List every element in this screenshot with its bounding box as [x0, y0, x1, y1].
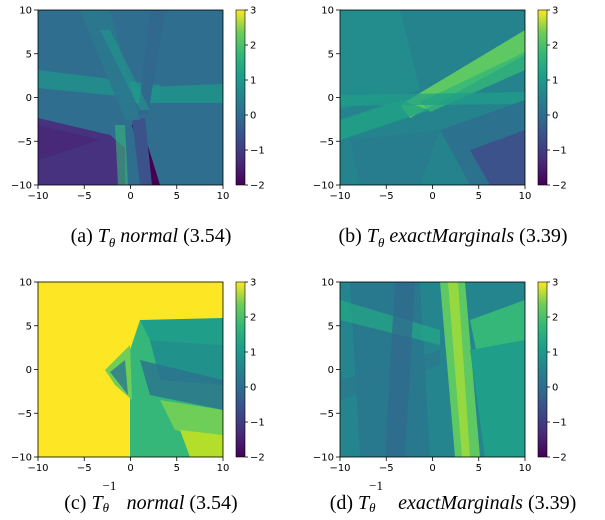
- caption-b-method: exactMarginals: [389, 225, 515, 247]
- colorbar-tick-label: 3: [250, 6, 256, 17]
- caption-c-superscript: −1: [102, 478, 117, 493]
- colorbar-tick-label: 2: [552, 41, 558, 52]
- caption-b-subscript: θ: [377, 235, 385, 250]
- x-tick-label: −10: [27, 463, 48, 474]
- y-tick-label: −10: [11, 181, 32, 192]
- y-tick-label: −5: [17, 137, 32, 148]
- colorbar-a: [235, 9, 246, 186]
- x-tick-label: −10: [27, 191, 48, 202]
- caption-b: (b) Tθ exactMarginals (3.39): [302, 225, 604, 251]
- caption-a-symbol: T: [97, 225, 109, 247]
- colorbar-tick-label: 2: [250, 41, 256, 52]
- caption-c-subscript: θ: [102, 500, 109, 515]
- colorbar-tick-label: −1: [250, 146, 265, 157]
- colorbar-tick-label: −2: [250, 453, 265, 464]
- caption-d-superscript: −1: [369, 478, 383, 493]
- colorbar-tick-label: 1: [552, 76, 558, 87]
- colorbar-tick-label: 1: [250, 76, 256, 87]
- colorbar-tick-label: 3: [552, 6, 558, 17]
- x-tick-label: 10: [217, 191, 230, 202]
- x-tick-label: −5: [379, 463, 394, 474]
- x-tick-label: −5: [77, 463, 92, 474]
- colorbar-d: [537, 281, 548, 458]
- caption-d-symbol: T: [358, 492, 370, 514]
- y-tick-label: −5: [17, 409, 32, 420]
- caption-b-score: (3.39): [519, 225, 568, 247]
- caption-c-label: (c): [64, 492, 87, 514]
- caption-d-score: (3.39): [527, 492, 577, 514]
- x-tick-label: 10: [519, 463, 532, 474]
- colorbar-tick-label: −2: [552, 181, 567, 192]
- y-tick-label: 0: [26, 365, 32, 376]
- x-tick-label: 10: [217, 463, 230, 474]
- x-tick-label: 0: [127, 463, 133, 474]
- colorbar-tick-label: −2: [552, 453, 567, 464]
- caption-d-label: (d): [329, 492, 354, 514]
- y-tick-label: 0: [26, 93, 32, 104]
- y-tick-label: 5: [26, 49, 32, 60]
- colorbar-tick-label: 3: [552, 278, 558, 289]
- x-tick-label: 0: [127, 191, 133, 202]
- heatmap-a: [38, 10, 223, 185]
- colorbar-tick-label: −1: [552, 418, 567, 429]
- caption-a-score: (3.54): [183, 225, 232, 247]
- x-tick-label: 10: [519, 191, 532, 202]
- x-tick-label: 5: [476, 191, 482, 202]
- caption-b-label: (b): [338, 225, 362, 247]
- caption-a-subscript: θ: [108, 235, 116, 250]
- y-tick-label: 10: [321, 278, 334, 289]
- caption-d-subscript: θ: [369, 500, 376, 515]
- y-tick-label: −10: [313, 453, 334, 464]
- colorbar-tick-label: −2: [250, 181, 265, 192]
- caption-a-method: normal: [120, 225, 179, 247]
- x-tick-label: −5: [379, 191, 394, 202]
- y-tick-label: 10: [19, 278, 32, 289]
- caption-c-symbol: T: [91, 492, 103, 514]
- colorbar-tick-label: −1: [552, 146, 567, 157]
- heatmap-b: [340, 10, 525, 185]
- y-tick-label: −5: [319, 137, 334, 148]
- x-tick-label: 5: [476, 463, 482, 474]
- colorbar-tick-label: 1: [552, 348, 558, 359]
- colorbar-tick-label: 3: [250, 278, 256, 289]
- colorbar-b: [537, 9, 548, 186]
- colorbar-tick-label: 2: [552, 313, 558, 324]
- colorbar-tick-label: 2: [250, 313, 256, 324]
- caption-a: (a) Tθ normal (3.54): [0, 225, 302, 251]
- y-tick-label: −10: [11, 453, 32, 464]
- colorbar-tick-label: 0: [250, 383, 256, 394]
- caption-d: (d) T −1 θ exactMarginals (3.39): [302, 478, 604, 515]
- caption-a-label: (a): [70, 225, 93, 247]
- y-tick-label: 0: [328, 365, 334, 376]
- caption-c-method: normal: [126, 492, 185, 514]
- colorbar-tick-label: 1: [250, 348, 256, 359]
- caption-b-symbol: T: [366, 225, 378, 247]
- x-tick-label: −5: [77, 191, 92, 202]
- colorbar-tick-label: 0: [250, 111, 256, 122]
- colorbar-tick-label: −1: [250, 418, 265, 429]
- x-tick-label: 5: [174, 191, 180, 202]
- x-tick-label: 0: [429, 463, 435, 474]
- y-tick-label: 5: [26, 321, 32, 332]
- y-tick-label: −10: [313, 181, 334, 192]
- y-tick-label: 5: [328, 321, 334, 332]
- heatmap-d: [340, 282, 525, 457]
- x-tick-label: 5: [174, 463, 180, 474]
- y-tick-label: −5: [319, 409, 334, 420]
- x-tick-label: 0: [429, 191, 435, 202]
- heatmap-c: [38, 282, 223, 457]
- colorbar-tick-label: 0: [552, 111, 558, 122]
- y-tick-label: 10: [19, 6, 32, 17]
- y-tick-label: 0: [328, 93, 334, 104]
- y-tick-label: 5: [328, 49, 334, 60]
- colorbar-c: [235, 281, 246, 458]
- caption-d-method: exactMarginals: [398, 492, 523, 514]
- x-tick-label: −10: [329, 191, 350, 202]
- y-tick-label: 10: [321, 6, 334, 17]
- caption-c: (c) T −1 θ normal (3.54): [0, 478, 302, 515]
- colorbar-tick-label: 0: [552, 383, 558, 394]
- x-tick-label: −10: [329, 463, 350, 474]
- caption-c-score: (3.54): [189, 492, 238, 514]
